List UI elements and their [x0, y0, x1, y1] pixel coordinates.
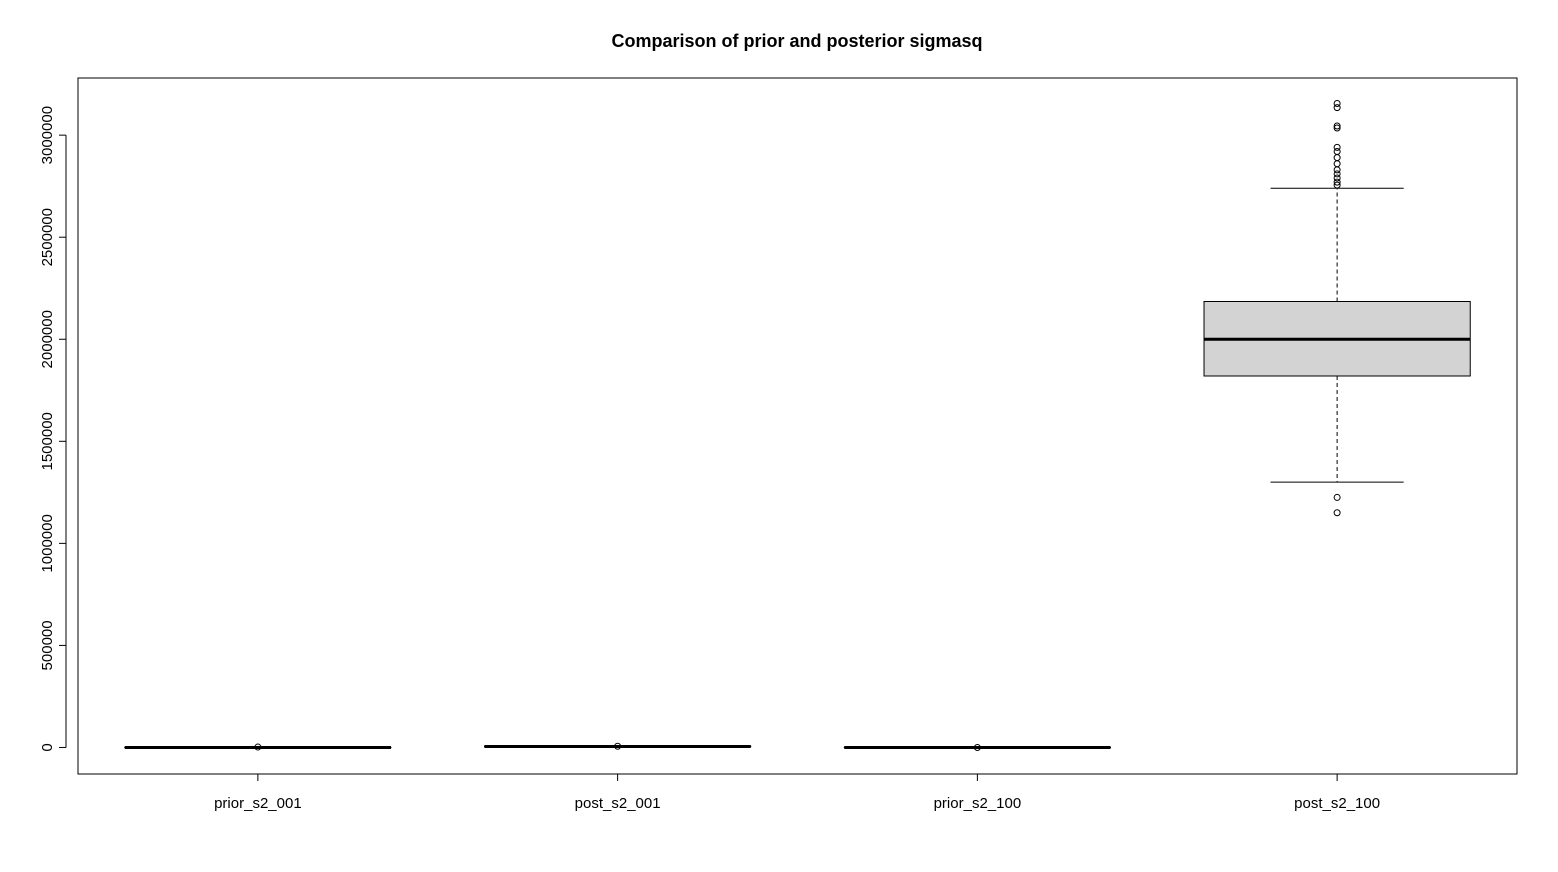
outlier-point	[254, 743, 262, 751]
y-tick-label: 500000	[39, 620, 56, 670]
outlier-point	[1333, 160, 1341, 168]
outlier-point	[1333, 104, 1341, 112]
y-axis: 0 500000 1000000 1500000 2000000 2500000 30000…	[39, 106, 67, 752]
outlier-point	[973, 743, 981, 751]
outlier-point	[1333, 122, 1341, 130]
y-tick-label: 3000000	[39, 106, 56, 164]
y-tick-label: 2000000	[39, 310, 56, 368]
outlier-point	[1333, 166, 1341, 174]
y-tick-label: 2500000	[39, 208, 56, 266]
outlier-point	[1333, 493, 1341, 501]
plot-frame	[77, 77, 1518, 775]
x-tick-label: prior_s2_001	[214, 795, 302, 812]
outlier-point	[1333, 170, 1341, 178]
x-axis: prior_s2_001 post_s2_001 prior_s2_100 post_…	[214, 773, 1380, 812]
outlier-point	[1333, 174, 1341, 182]
outlier-point	[1333, 143, 1341, 151]
outlier-point	[1333, 178, 1341, 186]
x-tick-label: prior_s2_100	[934, 795, 1022, 812]
outlier-point	[1333, 124, 1341, 132]
box-prior_s2_100	[843, 743, 1111, 751]
outlier-point	[1333, 147, 1341, 155]
y-tick-label: 1500000	[39, 412, 56, 470]
box-post_s2_001	[484, 742, 752, 750]
box-prior_s2_001	[124, 743, 392, 751]
outlier-point	[1333, 181, 1341, 189]
outlier-point	[614, 742, 622, 750]
boxes-layer	[124, 100, 1471, 751]
chart-title: Comparison of prior and posterior sigmas…	[611, 31, 982, 51]
outlier-point	[1333, 509, 1341, 517]
y-tick-label: 1000000	[39, 514, 56, 572]
x-tick-label: post_s2_100	[1294, 795, 1380, 812]
outlier-point	[1333, 154, 1341, 162]
x-tick-label: post_s2_001	[575, 795, 661, 812]
y-tick-label: 0	[39, 743, 56, 751]
outlier-point	[1333, 100, 1341, 108]
box-post_s2_100	[1203, 100, 1471, 517]
